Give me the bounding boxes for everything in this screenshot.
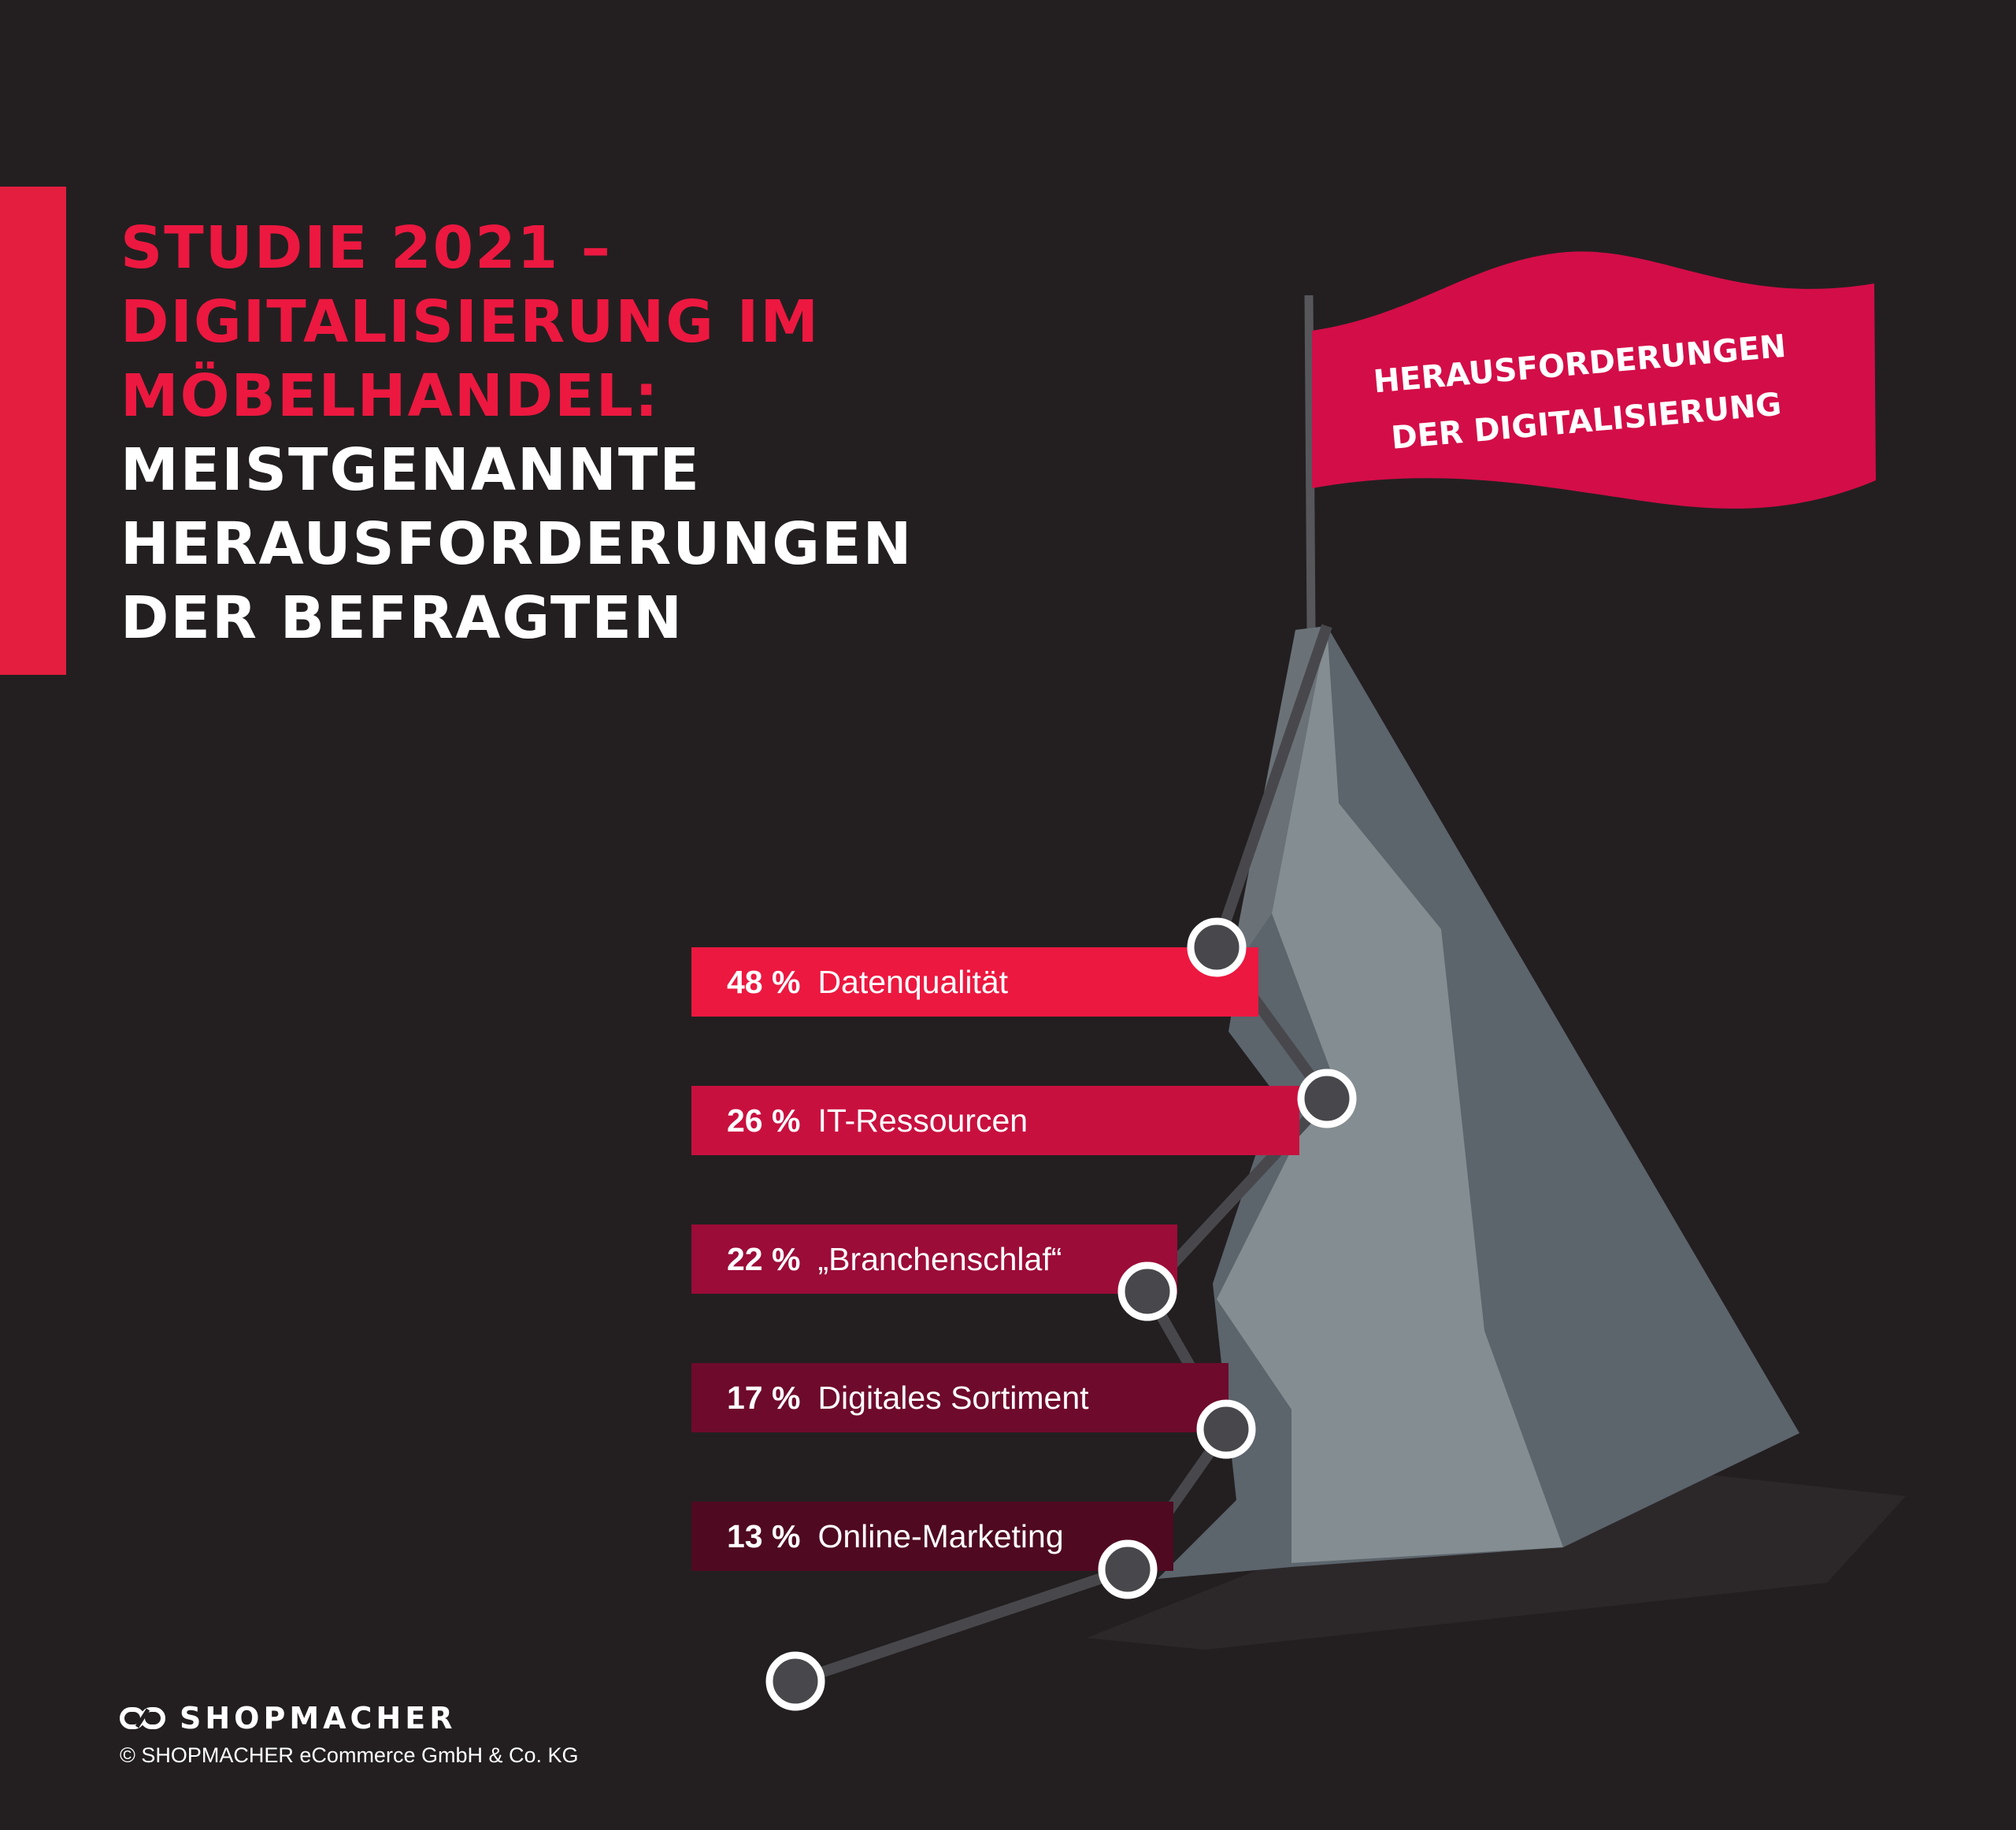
ground-shadow — [1087, 1457, 1906, 1650]
bar — [691, 1363, 1228, 1432]
bar-category-label: Digitales Sortiment — [817, 1380, 1089, 1416]
bar-category-label: „Branchenschlaf“ — [817, 1241, 1062, 1277]
bar-group: 48 % Datenqualität 26 % IT-Ressourcen 22 % „B… — [691, 947, 1299, 1571]
flag-pole — [1304, 295, 1316, 635]
footer: SHOPMACHER © SHOPMACHER eCommerce GmbH &… — [120, 1701, 579, 1768]
bar-value-label: 13 % — [727, 1518, 800, 1554]
path-markers — [765, 917, 1357, 1711]
headline-line: STUDIE 2021 – — [120, 214, 612, 282]
bar-label: 26 % IT-Ressourcen — [727, 1102, 1028, 1139]
headline: STUDIE 2021 – DIGITALISIERUNG IM MÖBELHA… — [120, 211, 913, 655]
headline-line: MÖBELHANDEL: — [120, 362, 660, 430]
brand: SHOPMACHER — [120, 1701, 579, 1736]
path-marker — [1098, 1539, 1158, 1599]
flag — [1312, 251, 1876, 509]
brand-logo-icon — [120, 1707, 165, 1729]
bar-value-label: 22 % — [727, 1241, 800, 1277]
bar-value-label: 26 % — [727, 1102, 800, 1139]
path-marker — [1297, 1069, 1357, 1128]
bar-category-label: Online-Marketing — [817, 1518, 1063, 1554]
bar-label: 17 % Digitales Sortiment — [727, 1380, 1089, 1416]
headline-line: HERAUSFORDERUNGEN — [120, 510, 914, 578]
path-marker — [1196, 1399, 1256, 1459]
bar-label: 48 % Datenqualität — [727, 964, 1009, 1000]
bar-value-label: 17 % — [727, 1380, 800, 1416]
copyright: © SHOPMACHER eCommerce GmbH & Co. KG — [120, 1743, 579, 1767]
bar-value-label: 48 % — [727, 964, 800, 1000]
bar-label: 22 % „Branchenschlaf“ — [727, 1241, 1062, 1277]
headline-line: DIGITALISIERUNG IM — [120, 288, 820, 356]
path-marker — [1187, 917, 1247, 977]
headline-line: DER BEFRAGTEN — [120, 584, 684, 652]
bar-category-label: IT-Ressourcen — [817, 1102, 1028, 1139]
bar — [691, 1502, 1173, 1571]
bar — [691, 1224, 1177, 1294]
bar — [691, 947, 1258, 1017]
path-marker — [1117, 1261, 1177, 1321]
accent-bar — [0, 187, 66, 675]
headline-line: MEISTGENANNTE — [120, 436, 701, 504]
bar — [691, 1086, 1299, 1155]
path-marker — [765, 1651, 825, 1711]
brand-name: SHOPMACHER — [180, 1701, 457, 1736]
bar-category-label: Datenqualität — [817, 964, 1008, 1000]
bar-label: 13 % Online-Marketing — [727, 1518, 1064, 1554]
mountain-lit-face — [1217, 626, 1563, 1563]
